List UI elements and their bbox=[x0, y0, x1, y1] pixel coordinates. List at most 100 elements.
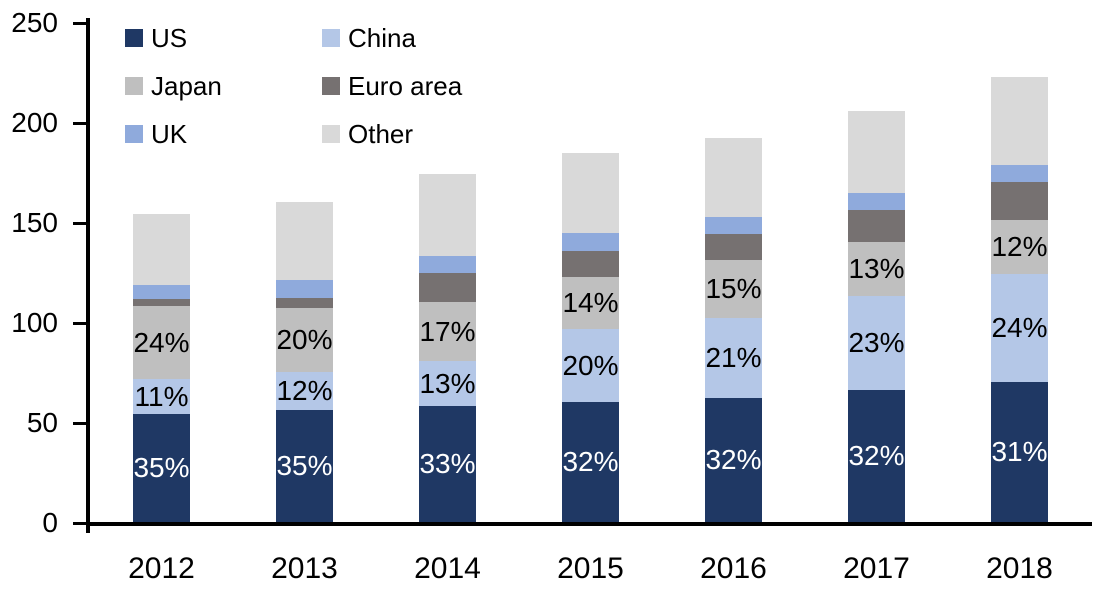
legend-item-euro-area: Euro area bbox=[322, 71, 462, 101]
y-tick-label: 200 bbox=[11, 107, 58, 138]
x-axis bbox=[86, 522, 1092, 526]
segment-value-label: 13% bbox=[848, 253, 905, 284]
segment-value-label: 32% bbox=[705, 444, 762, 475]
bar-segment-china bbox=[848, 296, 905, 390]
bar-segment-china bbox=[705, 318, 762, 398]
legend-label: Japan bbox=[151, 71, 222, 101]
bar-segment-us bbox=[276, 410, 333, 522]
bar-segment-other bbox=[276, 202, 333, 280]
bar-segment-other bbox=[562, 153, 619, 233]
legend-swatch bbox=[125, 125, 143, 143]
segment-value-label: 24% bbox=[991, 312, 1048, 343]
bar-segment-uk bbox=[276, 280, 333, 298]
y-tick-label: 250 bbox=[11, 7, 58, 38]
bar-segment-uk bbox=[991, 165, 1048, 182]
y-axis bbox=[86, 18, 90, 533]
bar-segment-uk bbox=[848, 193, 905, 210]
legend-item-china: China bbox=[322, 23, 416, 53]
bar-segment-euro-area bbox=[848, 210, 905, 242]
bar-segment-japan bbox=[848, 242, 905, 296]
segment-value-label: 15% bbox=[705, 273, 762, 304]
segment-value-label: 11% bbox=[134, 380, 189, 412]
bar-segment-japan bbox=[419, 302, 476, 361]
bar-segment-euro-area bbox=[276, 298, 333, 308]
y-tick-label: 50 bbox=[26, 407, 58, 438]
bar-segment-china bbox=[419, 361, 476, 406]
segment-value-label: 17% bbox=[419, 315, 476, 347]
segment-value-label: 12% bbox=[276, 375, 333, 406]
y-tick-mark bbox=[73, 121, 86, 125]
legend-swatch bbox=[322, 77, 340, 95]
bar-segment-us bbox=[848, 390, 905, 522]
segment-value-label: 31% bbox=[991, 436, 1048, 467]
bar-segment-japan bbox=[991, 220, 1048, 274]
bar-segment-uk bbox=[419, 256, 476, 273]
legend-swatch bbox=[125, 77, 143, 95]
bar-segment-china bbox=[562, 329, 619, 402]
bar-segment-euro-area bbox=[991, 182, 1048, 220]
legend-swatch bbox=[125, 29, 143, 47]
segment-value-label: 35% bbox=[133, 452, 190, 483]
bar-segment-us bbox=[991, 382, 1048, 522]
y-tick-label: 100 bbox=[11, 307, 58, 338]
x-axis-label: 2015 bbox=[557, 552, 624, 585]
x-axis-label: 2014 bbox=[414, 552, 481, 585]
bar-segment-euro-area bbox=[419, 273, 476, 302]
legend-label: Other bbox=[348, 119, 414, 149]
segment-value-label: 35% bbox=[276, 450, 333, 481]
y-tick-mark bbox=[73, 221, 86, 225]
legend-label: US bbox=[151, 23, 188, 53]
segment-value-label: 20% bbox=[562, 349, 619, 381]
legend-label: UK bbox=[151, 119, 188, 149]
bar-segment-other bbox=[419, 174, 476, 256]
x-axis-label: 2016 bbox=[700, 552, 767, 585]
legend-label: China bbox=[348, 23, 416, 53]
y-tick-mark bbox=[73, 521, 86, 525]
bar-segment-other bbox=[705, 138, 762, 217]
bar-segment-china bbox=[991, 274, 1048, 382]
y-tick-label: 150 bbox=[11, 207, 58, 238]
bar-segment-japan bbox=[562, 277, 619, 329]
segment-value-label: 12% bbox=[991, 231, 1048, 262]
legend-swatch bbox=[322, 125, 340, 143]
bar-segment-china bbox=[133, 379, 190, 414]
bar-segment-euro-area bbox=[562, 251, 619, 277]
legend-item-japan: Japan bbox=[125, 71, 222, 101]
segment-value-label: 32% bbox=[562, 446, 619, 477]
legend-item-us: US bbox=[125, 23, 187, 53]
bar-segment-uk bbox=[133, 285, 190, 299]
y-tick-label: 0 bbox=[42, 507, 58, 538]
segment-value-label: 23% bbox=[848, 327, 905, 358]
y-tick-mark bbox=[73, 21, 86, 25]
segment-value-label: 13% bbox=[419, 367, 476, 399]
legend-label: Euro area bbox=[348, 71, 463, 101]
bar-segment-japan bbox=[276, 308, 333, 372]
y-tick-mark bbox=[73, 421, 86, 425]
bar-segment-other bbox=[133, 214, 190, 285]
segment-value-label: 21% bbox=[705, 342, 762, 373]
legend-item-other: Other bbox=[322, 119, 413, 149]
segment-value-label: 14% bbox=[562, 287, 619, 318]
bar-segment-japan bbox=[133, 306, 190, 379]
bar-segment-uk bbox=[705, 217, 762, 234]
segment-value-label: 33% bbox=[419, 448, 476, 479]
x-axis-label: 2013 bbox=[271, 552, 338, 585]
legend-swatch bbox=[322, 29, 340, 47]
segment-value-label: 20% bbox=[276, 324, 333, 355]
x-axis-label: 2018 bbox=[986, 552, 1053, 585]
x-axis-label: 2017 bbox=[843, 552, 910, 585]
bar-segment-other bbox=[848, 111, 905, 193]
bar-segment-us bbox=[705, 398, 762, 522]
segment-value-label: 32% bbox=[848, 440, 905, 471]
legend-item-uk: UK bbox=[125, 119, 187, 149]
bar-segment-us bbox=[419, 406, 476, 522]
bar-segment-us bbox=[562, 402, 619, 522]
segment-value-label: 24% bbox=[133, 326, 190, 358]
bar-segment-other bbox=[991, 77, 1048, 165]
x-axis-label: 2012 bbox=[128, 552, 195, 585]
bar-segment-euro-area bbox=[133, 299, 190, 306]
bar-segment-us bbox=[133, 414, 190, 522]
y-tick-mark bbox=[73, 321, 86, 325]
bar-segment-japan bbox=[705, 260, 762, 318]
